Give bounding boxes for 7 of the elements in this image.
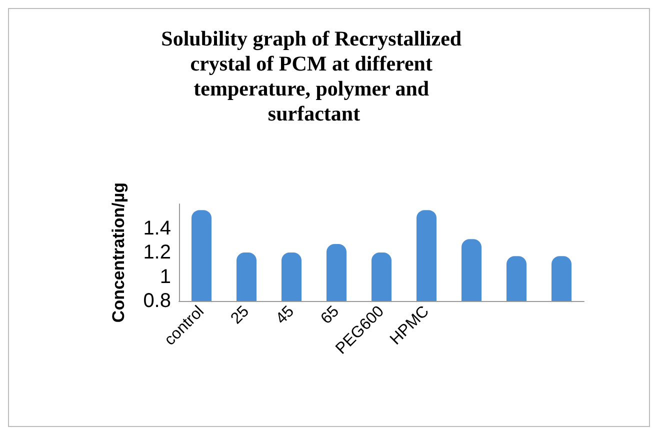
- x-tick-label: 25: [228, 302, 253, 328]
- chart-title: Solubility graph of Recrystallized crystal of PCM at different temperature, polymer and surfactant: [161, 26, 467, 126]
- y-tick-label: 1.2: [143, 242, 171, 264]
- y-axis-title: Concentration/µg: [109, 182, 128, 323]
- y-tick-label: 1.4: [143, 217, 171, 240]
- y-tick-label: 1: [160, 266, 171, 288]
- x-tick-label: 45: [272, 302, 298, 328]
